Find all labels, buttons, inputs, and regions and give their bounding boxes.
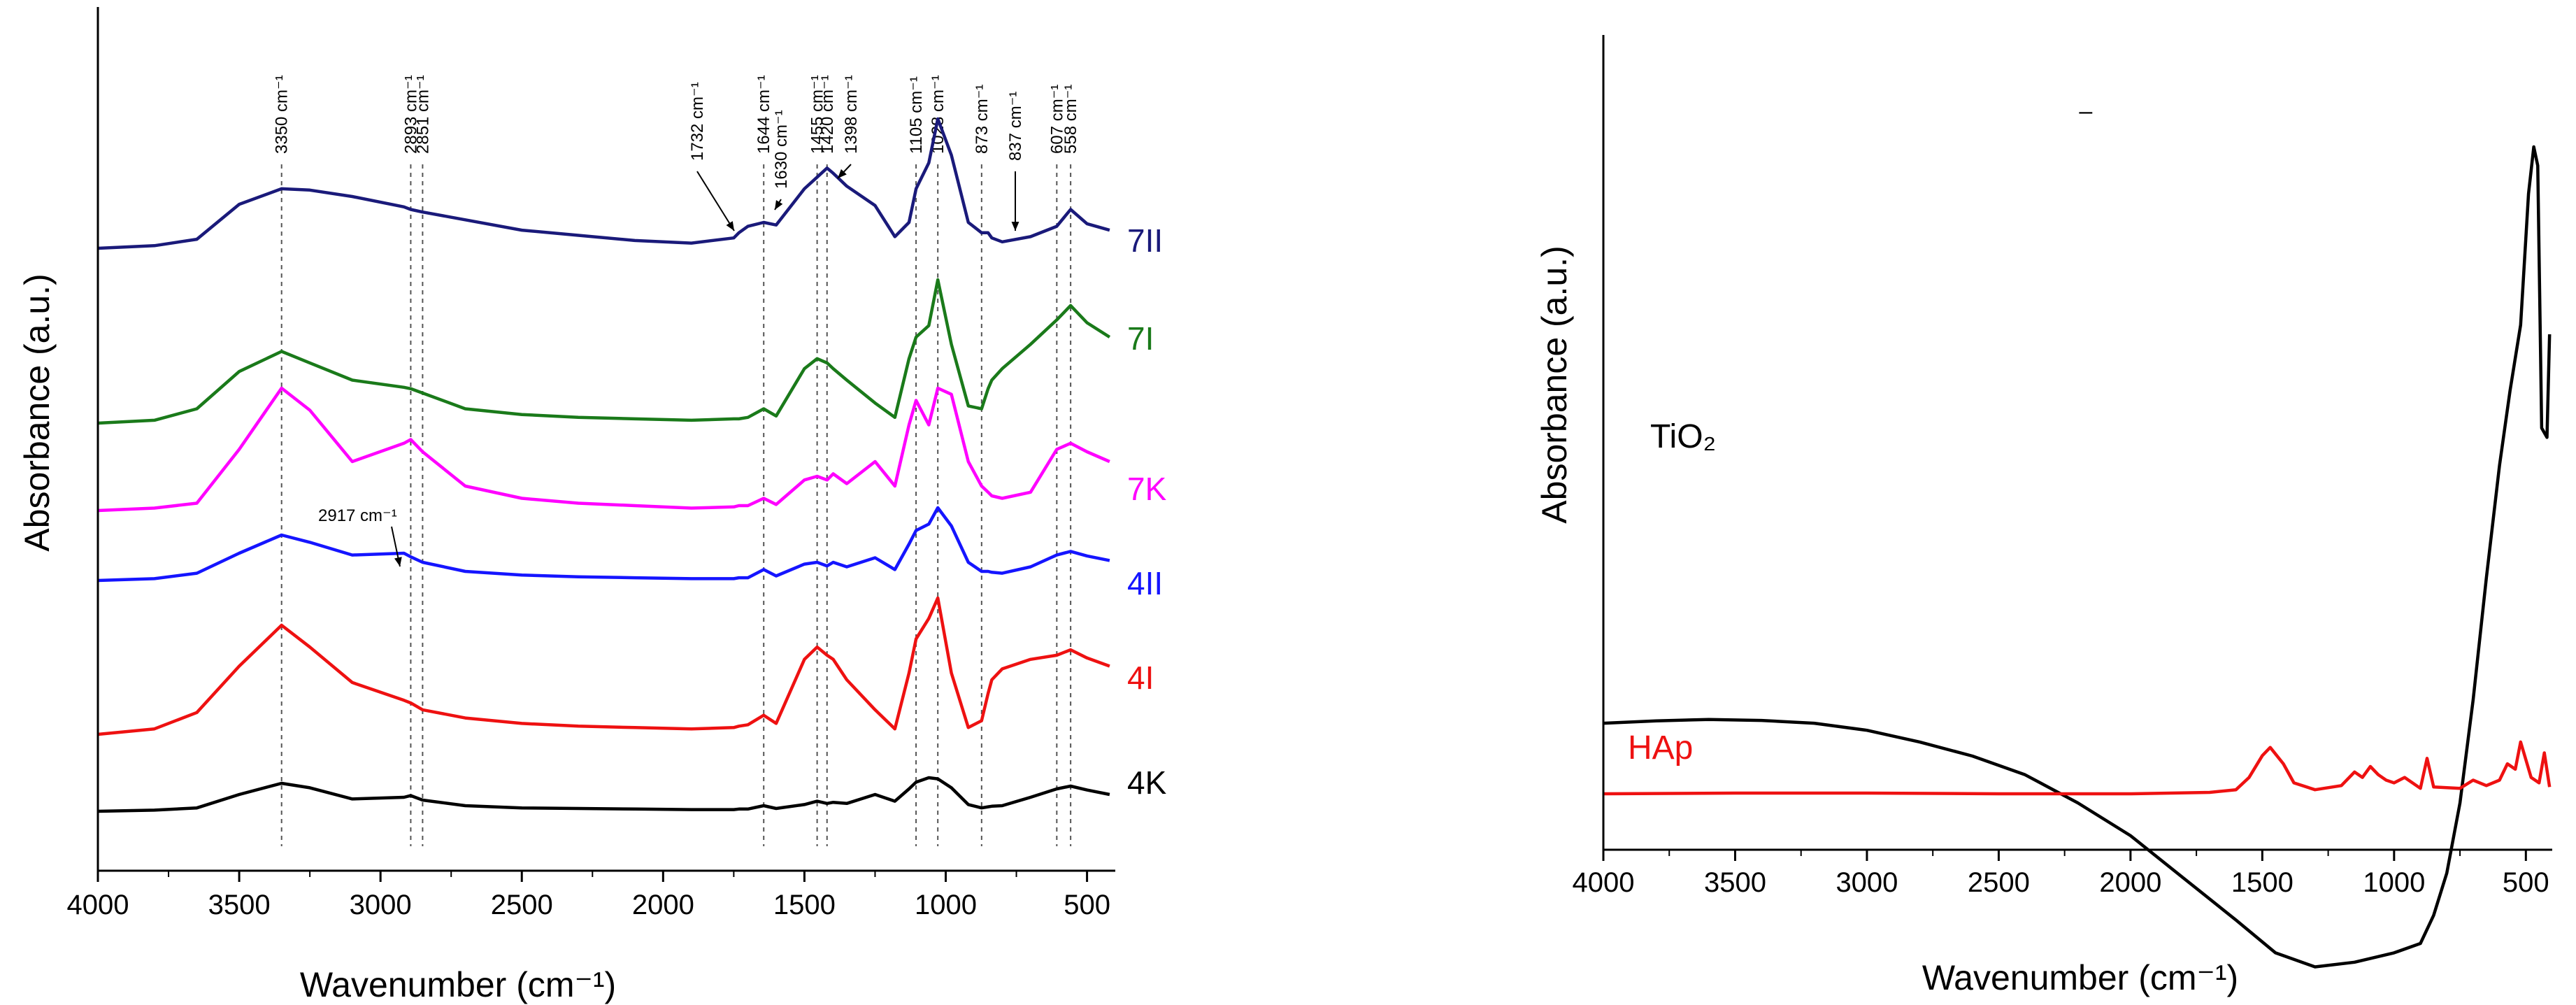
series-label-7k: 7K <box>1127 471 1167 507</box>
series-7k-line <box>97 386 1110 513</box>
reference-label-3350: 3350 cm⁻¹ <box>273 75 292 154</box>
annotation-arrow-1732 <box>696 171 735 231</box>
x-tick-label-2000: 2000 <box>2099 867 2161 898</box>
series-tio-line <box>1603 145 2552 969</box>
x-tick-label-1500: 1500 <box>773 890 836 920</box>
series-4k-line <box>97 776 1110 813</box>
annotations: 1732 cm⁻¹ 1630 cm⁻¹ 1398 cm⁻¹ 837 cm⁻¹ 2917 … <box>318 75 1025 567</box>
annotation-arrowhead-1732 <box>726 221 734 231</box>
reference-label-873: 873 cm⁻¹ <box>973 85 992 154</box>
series-label-4ii: 4II <box>1127 565 1163 601</box>
x-tick-label-2000: 2000 <box>632 890 694 920</box>
annotations: – <box>2079 98 2092 124</box>
x-tick-label-3000: 3000 <box>1836 867 1898 898</box>
x-tick-label-4000: 4000 <box>1573 867 1635 898</box>
annotation-arrowhead-837 <box>1011 222 1019 231</box>
series-labels: 7II 7I 7K 4II 4I 4K <box>1127 222 1167 801</box>
reference-label-1420: 1420 cm⁻¹ <box>818 75 837 154</box>
annotation-arrowhead-1630 <box>775 200 783 210</box>
annotation-arrowhead-2917 <box>394 557 402 566</box>
series-lines <box>1603 145 2552 969</box>
annotation-837: 837 cm⁻¹ <box>1006 92 1025 161</box>
annotation-dash: – <box>2079 98 2092 124</box>
y-axis-label: Absorbance (a.u.) <box>1535 245 1574 523</box>
series-7i-line <box>97 278 1111 425</box>
right-chart-panel: – 4000 3500 3000 2500 2000 1500 1000 500 TiO₂ HA… <box>1535 35 2552 997</box>
series-label-hap: HAp <box>1628 729 1693 767</box>
x-tick-label-1000: 1000 <box>915 890 977 920</box>
annotation-1630: 1630 cm⁻¹ <box>772 110 791 189</box>
reference-label-2851: 2851 cm⁻¹ <box>413 75 432 154</box>
series-7ii-line <box>97 117 1110 250</box>
x-tick-label-2500: 2500 <box>491 890 553 920</box>
reference-label-1644: 1644 cm⁻¹ <box>754 75 773 154</box>
annotation-2917: 2917 cm⁻¹ <box>318 506 397 525</box>
series-label-4i: 4I <box>1127 660 1154 696</box>
series-labels: TiO₂ HAp <box>1628 418 1716 767</box>
series-label-4k: 4K <box>1127 764 1167 801</box>
x-tick-label-3500: 3500 <box>1704 867 1766 898</box>
x-tick-label-1500: 1500 <box>2231 867 2294 898</box>
x-axis-label: Wavenumber (cm⁻¹) <box>1922 958 2238 997</box>
x-tick-label-3000: 3000 <box>350 890 412 920</box>
x-tick-label-4000: 4000 <box>67 890 129 920</box>
x-tick-label-2500: 2500 <box>1968 867 2030 898</box>
series-hap-line <box>1603 740 2552 796</box>
x-tick-label-3500: 3500 <box>208 890 271 920</box>
x-tick-label-500: 500 <box>1064 890 1110 920</box>
annotation-1398: 1398 cm⁻¹ <box>842 75 861 154</box>
x-tick-label-1000: 1000 <box>2363 867 2425 898</box>
axes: 4000 3500 3000 2500 2000 1500 1000 500 <box>67 7 1115 920</box>
series-label-7ii: 7II <box>1127 222 1163 259</box>
x-axis-label: Wavenumber (cm⁻¹) <box>300 965 616 1004</box>
y-axis-label: Absorbance (a.u.) <box>17 273 57 551</box>
series-4i-line <box>97 596 1110 736</box>
reference-label-1105: 1105 cm⁻¹ <box>907 76 926 154</box>
series-label-tio: TiO₂ <box>1650 418 1716 455</box>
axes: 4000 3500 3000 2500 2000 1500 1000 500 <box>1573 35 2552 898</box>
annotation-arrowhead-1398 <box>838 169 847 178</box>
reference-label-607: 607 cm⁻¹ <box>1047 85 1066 154</box>
x-tick-label-500: 500 <box>2503 867 2549 898</box>
reference-label-1455: 1455 cm⁻¹ <box>808 75 827 154</box>
series-label-7i: 7I <box>1127 320 1154 357</box>
series-lines <box>97 117 1111 813</box>
annotation-1732: 1732 cm⁻¹ <box>688 82 707 161</box>
reference-label-2893: 2893 cm⁻¹ <box>401 75 420 154</box>
reference-label-558: 558 cm⁻¹ <box>1061 85 1080 154</box>
series-4ii-line <box>97 506 1110 583</box>
